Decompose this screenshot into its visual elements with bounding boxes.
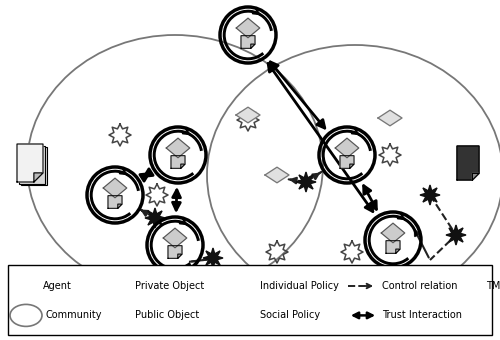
Text: Private Object: Private Object	[135, 281, 204, 291]
Polygon shape	[203, 248, 223, 268]
Text: Individual Policy: Individual Policy	[260, 281, 339, 291]
Polygon shape	[251, 321, 255, 325]
Polygon shape	[118, 204, 122, 208]
Polygon shape	[462, 279, 484, 293]
Polygon shape	[251, 44, 255, 48]
Polygon shape	[115, 278, 131, 294]
Polygon shape	[472, 173, 479, 180]
Polygon shape	[350, 164, 354, 168]
Polygon shape	[446, 225, 466, 245]
Text: Trust Interaction: Trust Interaction	[382, 310, 462, 320]
Polygon shape	[240, 275, 256, 297]
Polygon shape	[168, 246, 182, 258]
Text: Social Policy: Social Policy	[260, 310, 320, 320]
FancyBboxPatch shape	[21, 147, 47, 185]
Text: Community: Community	[45, 310, 102, 320]
Polygon shape	[340, 156, 354, 168]
Polygon shape	[396, 249, 400, 253]
Polygon shape	[236, 107, 260, 123]
Polygon shape	[241, 36, 255, 48]
Polygon shape	[265, 167, 289, 183]
Text: TMS: TMS	[486, 281, 500, 291]
Polygon shape	[17, 144, 43, 182]
Polygon shape	[378, 110, 402, 126]
Polygon shape	[108, 196, 122, 208]
FancyBboxPatch shape	[242, 276, 258, 299]
Polygon shape	[178, 254, 182, 258]
Polygon shape	[22, 286, 30, 293]
Polygon shape	[166, 138, 190, 158]
Polygon shape	[381, 223, 405, 243]
Polygon shape	[145, 208, 165, 228]
FancyBboxPatch shape	[244, 278, 260, 300]
Polygon shape	[420, 185, 440, 205]
Polygon shape	[241, 305, 255, 325]
Polygon shape	[171, 156, 185, 168]
Polygon shape	[163, 228, 187, 248]
Polygon shape	[181, 164, 185, 168]
Polygon shape	[103, 178, 127, 198]
FancyBboxPatch shape	[19, 146, 45, 184]
Text: Control relation: Control relation	[382, 281, 458, 291]
Text: Public Object: Public Object	[135, 310, 199, 320]
FancyBboxPatch shape	[8, 265, 492, 335]
Polygon shape	[250, 291, 256, 297]
Text: Agent: Agent	[43, 281, 72, 291]
Polygon shape	[20, 277, 32, 287]
Polygon shape	[457, 146, 479, 180]
Polygon shape	[34, 173, 43, 182]
Polygon shape	[28, 291, 30, 293]
Polygon shape	[296, 172, 316, 192]
Polygon shape	[236, 18, 260, 38]
Polygon shape	[386, 241, 400, 253]
Polygon shape	[368, 281, 378, 291]
Polygon shape	[335, 138, 359, 158]
